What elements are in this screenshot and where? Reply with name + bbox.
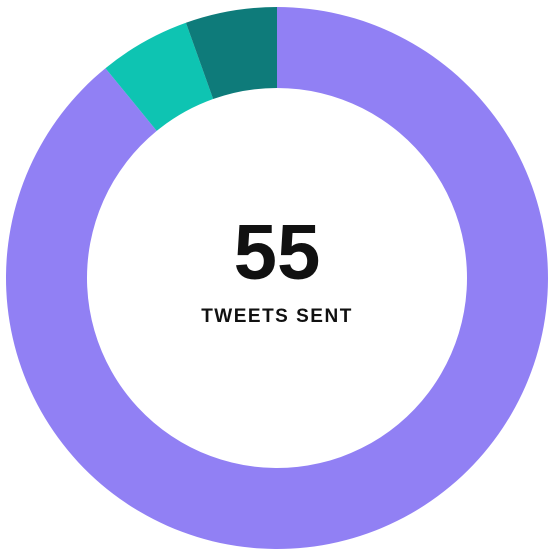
donut-slice: [5, 7, 548, 549]
center-label: TWEETS SENT: [201, 306, 353, 327]
donut-slice: [185, 7, 277, 100]
center-value: 55: [234, 208, 321, 296]
donut-slice: [105, 22, 214, 131]
donut: [5, 7, 548, 549]
